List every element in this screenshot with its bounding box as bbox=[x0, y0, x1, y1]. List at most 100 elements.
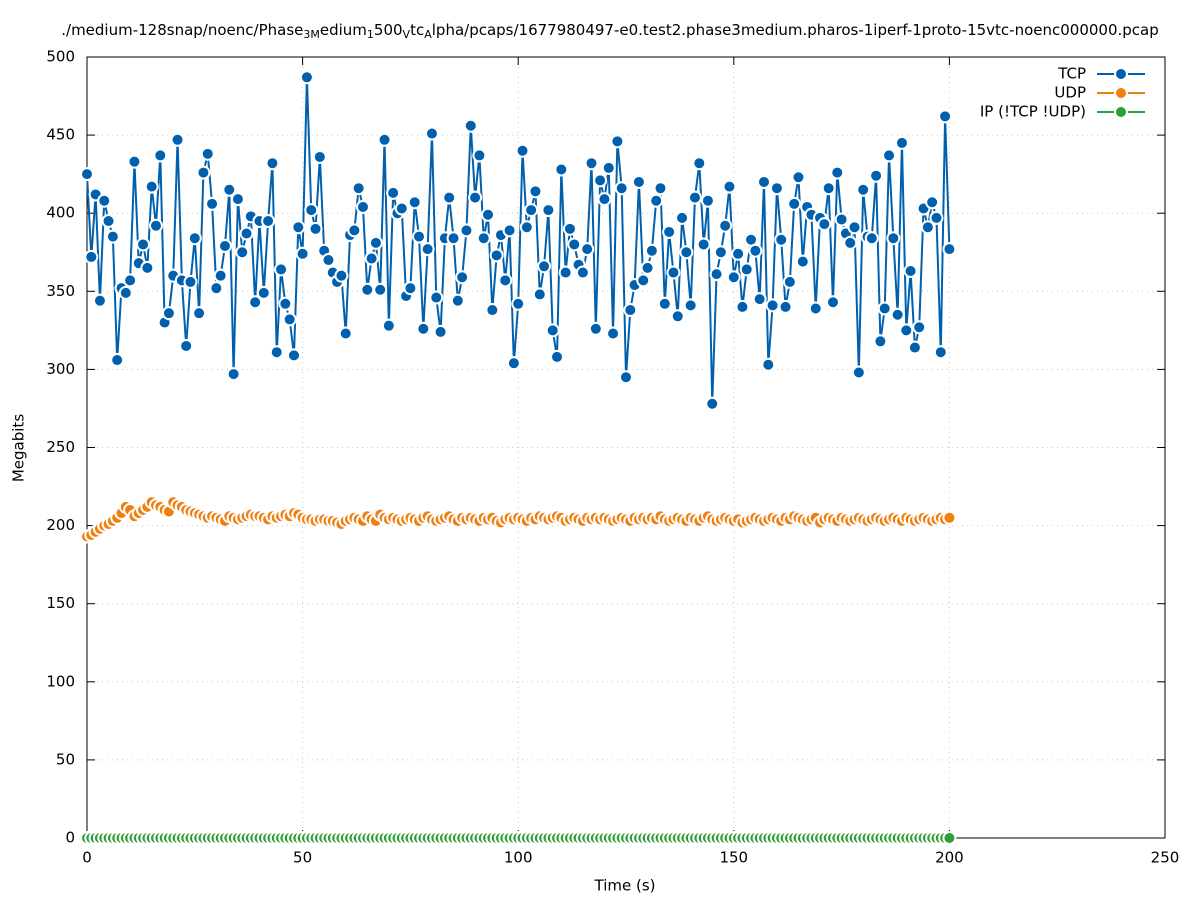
x-tick-label: 0 bbox=[82, 849, 92, 867]
data-point bbox=[312, 149, 327, 164]
data-point bbox=[355, 199, 370, 214]
data-point bbox=[705, 396, 720, 411]
legend-marker bbox=[1114, 67, 1128, 81]
data-point bbox=[334, 268, 349, 283]
data-point bbox=[942, 242, 957, 257]
y-tick-label: 200 bbox=[46, 516, 75, 534]
data-point bbox=[97, 193, 112, 208]
data-point bbox=[308, 221, 323, 236]
data-point bbox=[123, 273, 138, 288]
data-point bbox=[623, 303, 638, 318]
legend-marker bbox=[1114, 86, 1128, 100]
data-point bbox=[769, 181, 784, 196]
x-tick-label: 250 bbox=[1151, 849, 1180, 867]
title-part: 500 bbox=[374, 21, 403, 39]
data-point bbox=[468, 190, 483, 205]
data-point bbox=[696, 237, 711, 252]
data-point bbox=[239, 226, 254, 241]
data-point bbox=[338, 326, 353, 341]
data-point bbox=[498, 273, 513, 288]
data-point bbox=[140, 260, 155, 275]
data-point bbox=[248, 295, 263, 310]
data-point bbox=[459, 223, 474, 238]
data-point bbox=[912, 320, 927, 335]
data-point bbox=[851, 365, 866, 380]
data-point bbox=[700, 193, 715, 208]
data-point bbox=[472, 148, 487, 163]
data-point bbox=[420, 242, 435, 257]
data-point bbox=[610, 134, 625, 149]
data-point bbox=[200, 146, 215, 161]
data-point bbox=[515, 143, 530, 158]
data-point bbox=[882, 148, 897, 163]
data-point bbox=[407, 195, 422, 210]
data-point bbox=[101, 214, 116, 229]
data-point bbox=[403, 281, 418, 296]
data-point bbox=[364, 251, 379, 266]
data-point bbox=[550, 349, 565, 364]
data-point bbox=[144, 179, 159, 194]
data-point bbox=[511, 296, 526, 311]
data-point bbox=[179, 338, 194, 353]
data-point bbox=[726, 270, 741, 285]
data-point bbox=[558, 265, 573, 280]
data-point bbox=[791, 170, 806, 185]
data-point bbox=[903, 263, 918, 278]
data-point bbox=[873, 334, 888, 349]
data-point bbox=[537, 259, 552, 274]
data-point bbox=[631, 174, 646, 189]
data-point bbox=[424, 126, 439, 141]
data-point bbox=[502, 223, 517, 238]
data-point bbox=[834, 212, 849, 227]
data-point bbox=[528, 184, 543, 199]
data-point bbox=[489, 248, 504, 263]
data-point bbox=[718, 218, 733, 233]
data-point bbox=[127, 154, 142, 169]
data-point bbox=[412, 229, 427, 244]
data-point bbox=[170, 132, 185, 147]
data-point bbox=[256, 285, 271, 300]
data-point bbox=[476, 231, 491, 246]
data-point bbox=[213, 268, 228, 283]
data-point bbox=[657, 296, 672, 311]
data-point bbox=[562, 221, 577, 236]
data-point bbox=[709, 267, 724, 282]
data-point bbox=[386, 185, 401, 200]
data-point bbox=[110, 353, 125, 368]
data-point bbox=[282, 312, 297, 327]
title-part: tc bbox=[410, 21, 424, 39]
data-point bbox=[433, 324, 448, 339]
data-point bbox=[230, 192, 245, 207]
data-point bbox=[687, 190, 702, 205]
data-point bbox=[575, 265, 590, 280]
data-point bbox=[899, 323, 914, 338]
data-point bbox=[817, 217, 832, 232]
data-point bbox=[864, 231, 879, 246]
title-part: A bbox=[424, 28, 432, 41]
data-point bbox=[925, 195, 940, 210]
data-point bbox=[394, 201, 409, 216]
data-point bbox=[683, 298, 698, 313]
data-point bbox=[80, 167, 94, 182]
data-point bbox=[450, 293, 465, 308]
data-point bbox=[304, 203, 319, 218]
data-point bbox=[532, 287, 547, 302]
x-tick-label: 150 bbox=[719, 849, 748, 867]
y-tick-label: 150 bbox=[46, 594, 75, 612]
data-point bbox=[929, 210, 944, 225]
data-point bbox=[226, 367, 241, 382]
y-tick-label: 350 bbox=[46, 282, 75, 300]
data-point bbox=[584, 156, 599, 171]
data-point bbox=[416, 321, 431, 336]
data-point bbox=[856, 182, 871, 197]
data-point bbox=[381, 318, 396, 333]
data-point bbox=[675, 210, 690, 225]
data-point bbox=[205, 196, 220, 211]
data-point bbox=[601, 160, 616, 175]
y-tick-label: 300 bbox=[46, 360, 75, 378]
data-point bbox=[761, 357, 776, 372]
data-point bbox=[567, 237, 582, 252]
data-point bbox=[278, 296, 293, 311]
data-point bbox=[640, 260, 655, 275]
